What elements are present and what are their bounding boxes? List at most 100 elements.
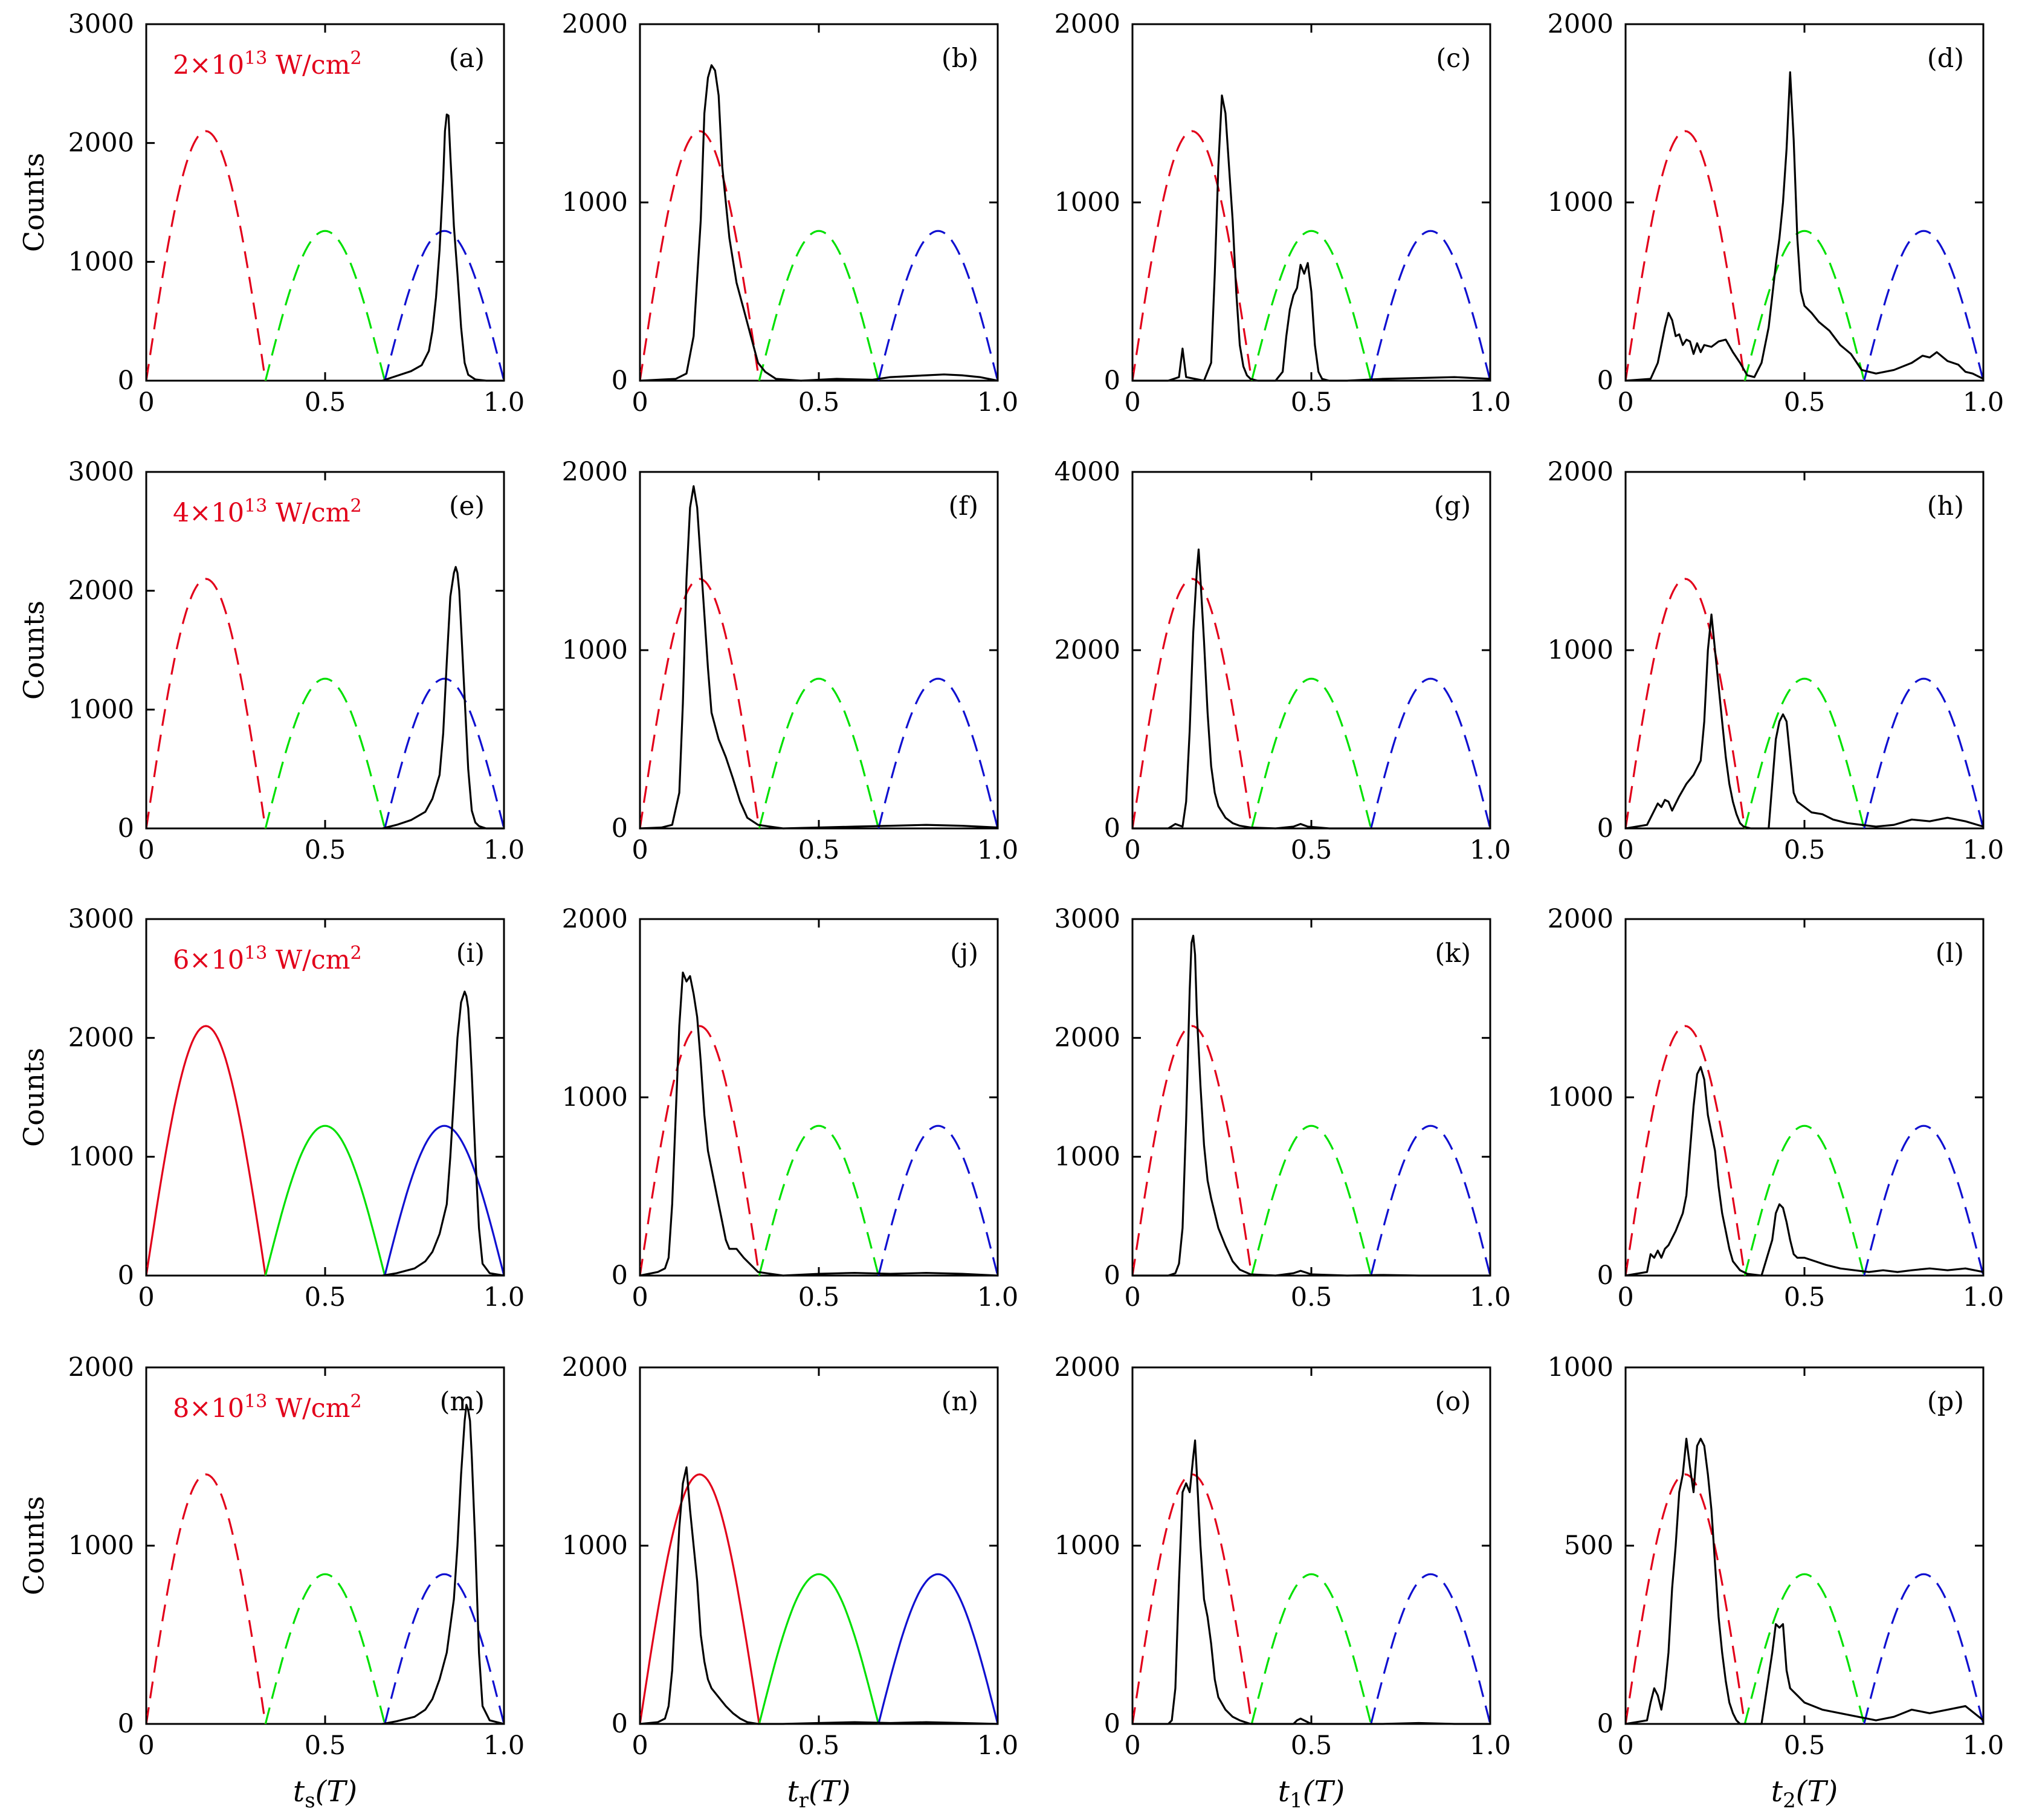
blue-arc bbox=[1370, 677, 1491, 829]
panel-label: (e) bbox=[449, 491, 485, 521]
blue-arc bbox=[1863, 1573, 1985, 1725]
y-axis: 0 1000 2000 bbox=[1548, 904, 1983, 1291]
y-tick-label: 2000 bbox=[1055, 1023, 1120, 1053]
y-axis: 0 1000 2000 bbox=[1548, 9, 1983, 396]
intensity-sq: 2 bbox=[350, 943, 362, 964]
y-tick-label: 2000 bbox=[1548, 457, 1613, 487]
panel-label: (p) bbox=[1927, 1387, 1964, 1417]
blue-arc bbox=[1863, 677, 1985, 829]
x-tick-label: 0 bbox=[1124, 1731, 1140, 1761]
red-arc bbox=[1131, 1473, 1253, 1725]
panel-c: 0 0.5 1.0 0 1000 2000 (c) bbox=[1055, 9, 1511, 418]
x-title-sub: 1 bbox=[1290, 1789, 1303, 1813]
y-tick-label: 3000 bbox=[68, 9, 134, 39]
y-tick-label: 1000 bbox=[1055, 187, 1120, 218]
y-tick-label: 2000 bbox=[68, 128, 134, 158]
x-tick-label: 0.5 bbox=[798, 387, 839, 418]
intensity-times: ×10 bbox=[189, 1393, 244, 1424]
y-tick-label: 1000 bbox=[1548, 1082, 1613, 1112]
intensity-exp: 13 bbox=[244, 48, 267, 69]
red-arc bbox=[1131, 1025, 1253, 1276]
x-tick-label: 0.5 bbox=[798, 835, 839, 865]
green-arc bbox=[758, 677, 880, 829]
x-tick-label: 0 bbox=[138, 387, 154, 418]
x-tick-label: 1.0 bbox=[977, 1731, 1018, 1761]
panel-label: (b) bbox=[942, 44, 978, 74]
blue-arc bbox=[1863, 1125, 1985, 1276]
x-tick-label: 1.0 bbox=[1963, 1282, 2004, 1312]
x-tick-label: 0 bbox=[631, 835, 648, 865]
x-title-var: t bbox=[293, 1775, 305, 1809]
panel-label: (o) bbox=[1435, 1387, 1471, 1417]
y-tick-label: 0 bbox=[118, 1709, 134, 1739]
y-tick-label: 1000 bbox=[68, 694, 134, 724]
x-tick-label: 1.0 bbox=[1470, 835, 1511, 865]
intensity-label: 6×1013 W/cm2 bbox=[173, 943, 362, 975]
intensity-times: ×10 bbox=[189, 50, 244, 80]
intensity-unit: W/cm bbox=[267, 1393, 350, 1424]
x-tick-label: 0.5 bbox=[1291, 1731, 1332, 1761]
x-axis: 0 0.5 1.0 bbox=[1617, 1367, 2004, 1761]
x-tick-label: 0 bbox=[1617, 1282, 1633, 1312]
y-tick-label: 2000 bbox=[562, 457, 628, 487]
x-tick-label: 1.0 bbox=[1963, 1731, 2004, 1761]
y-tick-label: 3000 bbox=[68, 457, 134, 487]
green-arc bbox=[758, 1573, 880, 1725]
x-tick-label: 0.5 bbox=[1291, 1282, 1332, 1312]
measured-curve bbox=[639, 485, 998, 830]
x-tick-label: 1.0 bbox=[977, 1282, 1018, 1312]
y-tick-label: 1000 bbox=[562, 1082, 628, 1112]
red-arc bbox=[1624, 578, 1746, 829]
x-tick-label: 0 bbox=[631, 1282, 648, 1312]
x-tick-label: 0.5 bbox=[1784, 387, 1825, 418]
x-tick-label: 0 bbox=[1124, 835, 1140, 865]
axes-frame bbox=[639, 471, 999, 830]
y-axis-title: Counts bbox=[18, 153, 50, 252]
green-arc bbox=[1743, 1573, 1865, 1725]
x-tick-label: 0.5 bbox=[1784, 1282, 1825, 1312]
red-arc bbox=[639, 1473, 760, 1725]
plot-area-n bbox=[639, 1366, 999, 1725]
y-tick-label: 2000 bbox=[68, 576, 134, 606]
y-tick-label: 2000 bbox=[1055, 1352, 1120, 1383]
blue-arc bbox=[877, 677, 999, 829]
y-axis-title: Counts bbox=[18, 1048, 50, 1147]
y-tick-label: 1000 bbox=[1548, 1352, 1613, 1383]
intensity-sq: 2 bbox=[350, 48, 362, 69]
plot-area-d bbox=[1624, 23, 1985, 382]
x-tick-label: 0.5 bbox=[798, 1731, 839, 1761]
plot-area-j bbox=[639, 918, 999, 1277]
panel-n: 0 0.5 1.0 0 1000 2000 (n) tr(T) bbox=[562, 1352, 1019, 1813]
blue-arc bbox=[384, 230, 505, 381]
green-arc bbox=[1743, 230, 1865, 381]
panel-label: (i) bbox=[456, 938, 485, 969]
plot-area-k bbox=[1131, 918, 1491, 1277]
x-tick-label: 0 bbox=[138, 1731, 154, 1761]
y-tick-label: 0 bbox=[1597, 1709, 1613, 1739]
x-tick-label: 0.5 bbox=[1784, 1731, 1825, 1761]
y-axis: 0 1000 2000 3000 bbox=[68, 457, 504, 844]
x-tick-label: 1.0 bbox=[483, 1731, 525, 1761]
y-axis: 0 1000 2000 3000 bbox=[1055, 904, 1490, 1291]
y-axis: 0 1000 2000 bbox=[68, 1352, 504, 1739]
axes-frame bbox=[1131, 23, 1491, 382]
y-tick-label: 0 bbox=[612, 366, 628, 396]
y-tick-label: 1000 bbox=[68, 1531, 134, 1561]
measured-curve bbox=[639, 971, 998, 1277]
y-tick-label: 3000 bbox=[68, 904, 134, 934]
green-arc bbox=[264, 1573, 386, 1725]
plot-area-l bbox=[1624, 918, 1985, 1277]
measured-curve bbox=[382, 566, 504, 830]
x-tick-label: 1.0 bbox=[977, 387, 1018, 418]
x-axis: 0 0.5 1.0 bbox=[631, 24, 1018, 418]
x-tick-label: 1.0 bbox=[1470, 1282, 1511, 1312]
measured-curve bbox=[382, 113, 504, 382]
panel-e: 0 0.5 1.0 0 1000 2000 3000 (e) Counts 4×1013 W/cm… bbox=[18, 457, 525, 865]
panel-label: (m) bbox=[440, 1387, 485, 1417]
y-axis-title: Counts bbox=[18, 1496, 50, 1595]
intensity-mantissa: 4 bbox=[173, 498, 189, 528]
plot-area-p bbox=[1624, 1366, 1985, 1725]
plot-area-o bbox=[1131, 1366, 1491, 1725]
panel-o: 0 0.5 1.0 0 1000 2000 (o) t1(T) bbox=[1055, 1352, 1511, 1813]
x-axis: 0 0.5 1.0 bbox=[1124, 919, 1511, 1312]
